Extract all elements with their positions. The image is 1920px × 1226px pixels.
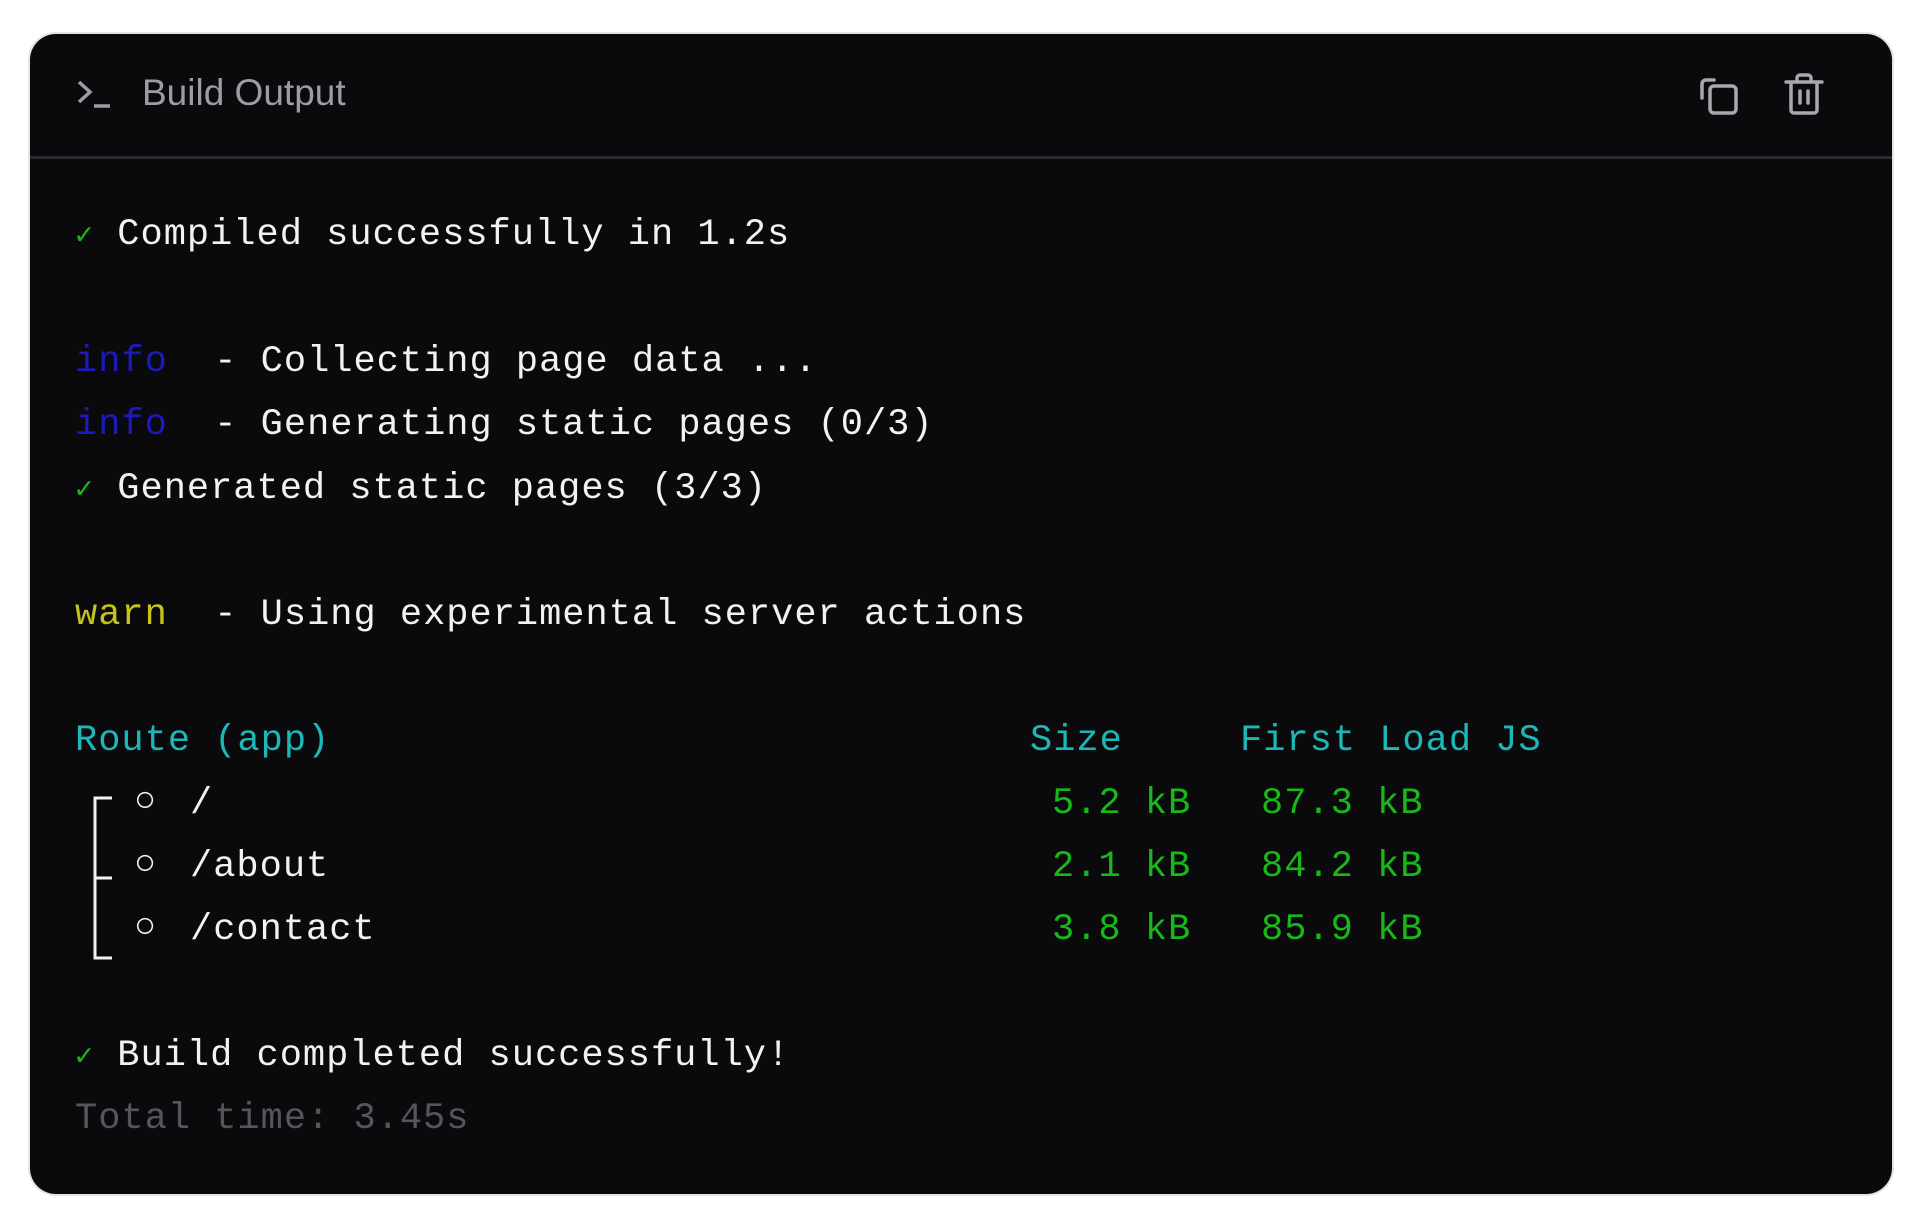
log-text: Compiled successfully in 1.2s xyxy=(117,214,791,256)
route-path: /about xyxy=(190,846,330,888)
log-line-info: info - Collecting page data ... xyxy=(75,332,818,392)
log-level: info xyxy=(75,404,168,446)
log-line-info: info - Generating static pages (0/3) xyxy=(75,395,934,455)
log-text: Generated static pages (3/3) xyxy=(117,468,767,510)
check-icon: ✓ xyxy=(75,1041,95,1075)
log-line-done: ✓ Build completed successfully! xyxy=(75,1026,790,1086)
log-level: info xyxy=(75,341,168,383)
total-time: Total time: 3.45s xyxy=(75,1098,470,1140)
log-text: - Using experimental server actions xyxy=(214,594,1027,636)
panel-title: Build Output xyxy=(142,72,346,113)
static-route-icon: ○ xyxy=(134,844,158,886)
route-first-load: 85.9 kB xyxy=(1261,909,1424,951)
log-line-warn: warn - Using experimental server actions xyxy=(75,585,1026,645)
route-header: Route (app) xyxy=(75,720,331,762)
route-size: 3.8 kB xyxy=(1052,909,1192,951)
route-first-load: 84.2 kB xyxy=(1261,846,1424,888)
copy-icon[interactable] xyxy=(1696,72,1740,116)
tree-bracket-icon xyxy=(93,796,112,960)
static-route-icon: ○ xyxy=(134,781,158,823)
terminal-icon xyxy=(77,80,110,108)
route-size: 2.1 kB xyxy=(1052,846,1192,888)
check-icon: ✓ xyxy=(75,474,95,508)
trash-icon[interactable] xyxy=(1782,72,1826,116)
route-first-load: 87.3 kB xyxy=(1261,783,1424,825)
log-line-compiled: ✓ Compiled successfully in 1.2s xyxy=(75,205,790,265)
route-path: / xyxy=(190,783,214,825)
log-line-generated: ✓ Generated static pages (3/3) xyxy=(75,459,767,519)
build-output-panel: Build Output ✓ Compiled successfully in … xyxy=(30,34,1892,1194)
static-route-icon: ○ xyxy=(134,907,158,949)
log-text: Build completed successfully! xyxy=(117,1035,791,1077)
first-load-header: First Load JS xyxy=(1240,720,1542,762)
panel-header: Build Output xyxy=(30,34,1892,159)
log-text: - Generating static pages (0/3) xyxy=(214,404,934,446)
route-size: 5.2 kB xyxy=(1052,783,1192,825)
check-icon: ✓ xyxy=(75,220,95,254)
route-path: /contact xyxy=(190,909,376,951)
log-level: warn xyxy=(75,594,168,636)
size-header: Size xyxy=(1030,720,1123,762)
log-text: - Collecting page data ... xyxy=(214,341,818,383)
